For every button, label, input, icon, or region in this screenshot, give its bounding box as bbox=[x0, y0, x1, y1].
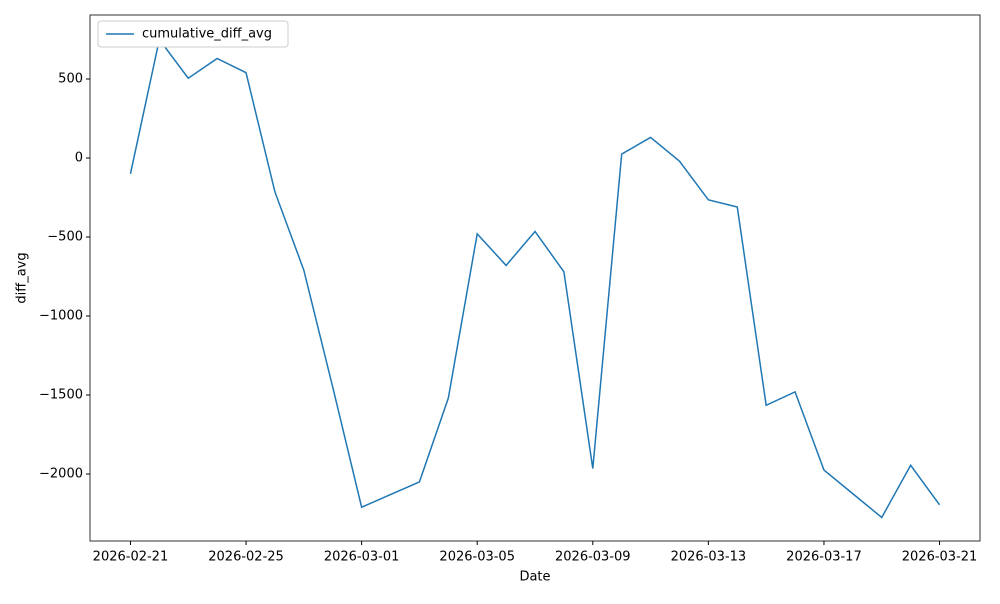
y-tick-label: −2000 bbox=[39, 467, 83, 482]
legend-label: cumulative_diff_avg bbox=[142, 27, 272, 42]
x-tick-label: 2026-02-21 bbox=[93, 550, 169, 565]
x-tick-label: 2026-03-01 bbox=[324, 550, 400, 565]
x-tick-label: 2026-03-05 bbox=[439, 550, 515, 565]
x-axis-label: Date bbox=[519, 570, 550, 585]
plot-frame bbox=[89, 14, 981, 542]
legend-box bbox=[97, 20, 289, 48]
y-axis-label: diff_avg bbox=[15, 252, 30, 303]
y-tick-label: 500 bbox=[58, 71, 83, 86]
x-tick-label: 2026-03-09 bbox=[555, 550, 631, 565]
y-tick-label: −1500 bbox=[39, 388, 83, 403]
x-tick-label: 2026-03-13 bbox=[671, 550, 747, 565]
x-tick-label: 2026-03-21 bbox=[902, 550, 978, 565]
y-tick-label: −500 bbox=[47, 229, 83, 244]
x-tick-label: 2026-02-25 bbox=[208, 550, 284, 565]
y-tick-label: −1000 bbox=[39, 309, 83, 324]
x-tick-label: 2026-03-17 bbox=[786, 550, 862, 565]
y-tick-label: 0 bbox=[75, 150, 83, 165]
data-line bbox=[129, 37, 941, 519]
